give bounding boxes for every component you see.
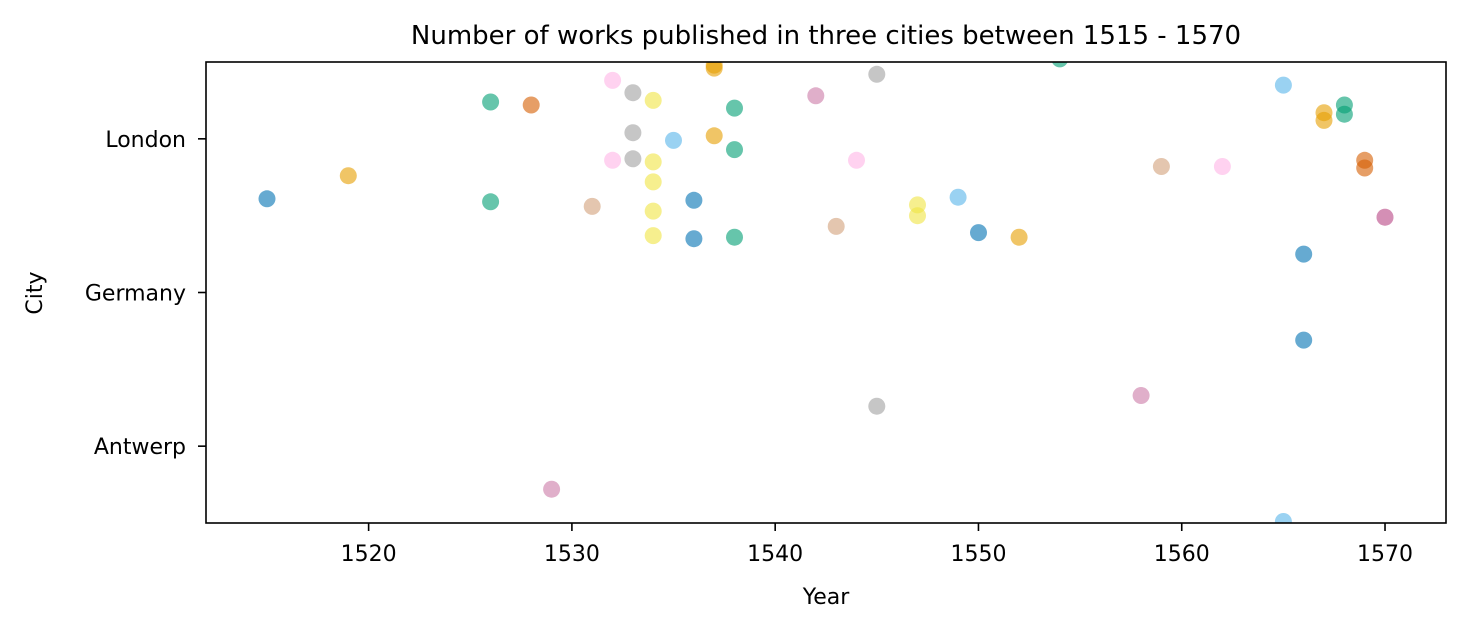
data-point — [949, 188, 967, 206]
data-point — [482, 93, 500, 111]
x-tick-label: 1540 — [747, 542, 803, 567]
data-point — [258, 190, 276, 208]
data-point — [644, 227, 662, 245]
data-point — [970, 224, 987, 242]
data-point — [1274, 76, 1292, 94]
x-tick-label: 1550 — [950, 542, 1006, 567]
data-point — [1132, 387, 1150, 404]
data-point — [705, 127, 723, 145]
x-tick-label: 1530 — [544, 542, 600, 567]
data-point — [665, 131, 682, 149]
data-point — [909, 207, 926, 225]
x-tick-label: 1570 — [1357, 542, 1413, 567]
data-point — [1274, 513, 1292, 523]
data-point — [644, 153, 662, 171]
y-tick-label: London — [105, 128, 186, 153]
data-point — [604, 71, 622, 89]
y-tick-label: Germany — [85, 282, 186, 307]
data-point — [868, 65, 886, 83]
y-tick-label: Antwerp — [94, 435, 186, 460]
data-point — [827, 217, 845, 235]
data-point — [705, 62, 723, 77]
data-point — [1010, 228, 1028, 246]
chart-title: Number of works published in three citie… — [411, 21, 1241, 51]
data-point — [1376, 208, 1394, 226]
data-point — [339, 167, 357, 185]
data-point — [726, 228, 743, 246]
data-point — [868, 397, 886, 415]
x-axis-label: Year — [802, 585, 851, 610]
data-point — [1051, 62, 1068, 68]
data-point — [1295, 245, 1313, 263]
data-point — [624, 84, 642, 102]
data-point — [482, 193, 500, 211]
data-point — [685, 230, 703, 248]
data-point — [807, 87, 825, 105]
data-point — [624, 124, 642, 142]
data-point — [726, 141, 743, 159]
data-point — [726, 99, 743, 117]
data-points — [258, 62, 1394, 523]
data-point — [1356, 159, 1374, 177]
data-point — [644, 173, 662, 191]
data-point — [624, 150, 642, 168]
data-point — [604, 151, 622, 169]
x-tick-label: 1520 — [341, 542, 397, 567]
data-point — [522, 96, 540, 114]
x-axis: 1520 1530 1540 1550 1560 1570 — [341, 523, 1413, 567]
data-point — [1295, 331, 1313, 349]
x-tick-label: 1560 — [1154, 542, 1210, 567]
data-point — [1335, 105, 1353, 123]
data-point — [1152, 158, 1170, 175]
plot-frame — [205, 61, 1447, 524]
data-point — [644, 202, 662, 220]
y-axis: London Germany Antwerp — [85, 128, 206, 460]
data-point — [848, 151, 865, 169]
y-axis-label: City — [23, 271, 48, 314]
data-point — [1315, 111, 1333, 129]
data-point — [583, 197, 601, 215]
data-point — [644, 91, 662, 109]
data-point — [685, 191, 703, 209]
data-point — [543, 480, 561, 498]
data-point — [1213, 158, 1231, 175]
